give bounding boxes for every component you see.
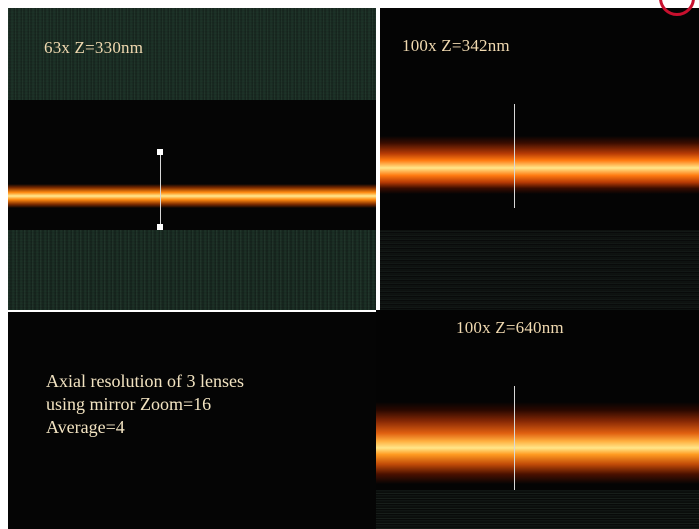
measure-handle-top — [157, 149, 163, 155]
caption-line-3: Average=4 — [46, 417, 125, 437]
measure-handle-bottom — [157, 224, 163, 230]
background-noise-bottom — [380, 230, 699, 310]
panel-label: 100x Z=640nm — [456, 318, 564, 337]
caption-panel: Axial resolution of 3 lenses using mirro… — [8, 312, 376, 529]
axial-intensity-stripe — [380, 136, 699, 194]
caption-line-1: Axial resolution of 3 lenses — [46, 371, 244, 391]
axial-intensity-stripe — [8, 184, 376, 208]
panel-label: 63x Z=330nm — [44, 38, 144, 57]
image-panel-63x: 63x Z=330nm — [8, 8, 376, 310]
background-noise-top — [8, 8, 376, 100]
measure-line — [160, 152, 161, 228]
measure-line — [514, 104, 515, 208]
measure-line — [514, 386, 515, 490]
background-noise-bottom — [376, 490, 699, 529]
axial-intensity-stripe — [376, 402, 699, 484]
image-panel-100x-640: 100x Z=640nm — [376, 310, 699, 529]
background-noise-bottom — [8, 230, 376, 310]
image-panel-100x-342: 100x Z=342nm — [380, 8, 699, 310]
panel-label: 100x Z=342nm — [402, 36, 510, 55]
caption-line-2: using mirror Zoom=16 — [46, 394, 212, 414]
